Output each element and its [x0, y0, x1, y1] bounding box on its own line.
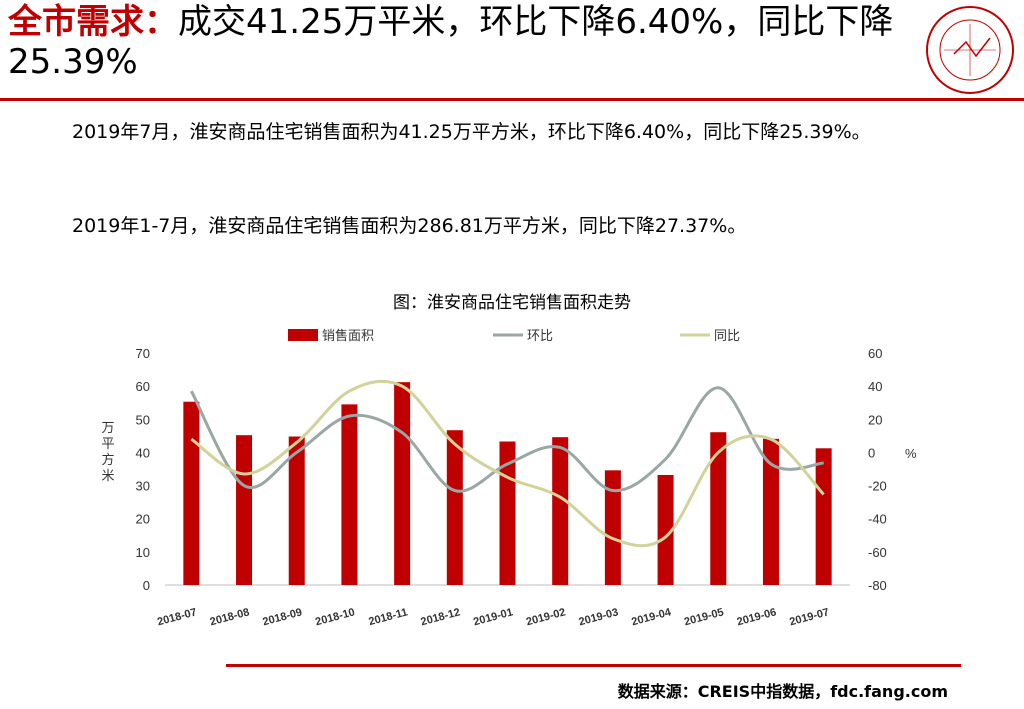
bar-sales-area: [762, 438, 779, 585]
right-y-axis-title: %: [905, 446, 917, 461]
line-mom: [190, 386, 824, 493]
bar-sales-area: [710, 432, 727, 585]
right-y-tick-label: -40: [868, 512, 887, 527]
x-tick-label: 2018-08: [209, 606, 251, 628]
bar-sales-area: [657, 474, 674, 585]
title-text: 成交41.25万平米，环比下降6.40%，同比下降25.39%: [8, 2, 894, 82]
x-tick-label: 2018-11: [367, 606, 409, 628]
bar-sales-area: [183, 401, 200, 585]
bar-sales-area: [499, 441, 516, 585]
data-source: 数据来源：CREIS中指数据，fdc.fang.com: [617, 682, 948, 701]
bar-sales-area: [815, 448, 832, 585]
title-highlight: 全市需求：: [8, 2, 178, 42]
right-y-tick-label: -80: [868, 578, 887, 593]
left-y-tick-label: 10: [136, 545, 150, 560]
legend-label: 销售面积: [322, 328, 374, 344]
left-y-tick-label: 50: [136, 412, 150, 427]
bar-sales-area: [394, 382, 411, 585]
right-y-tick-label: 40: [868, 379, 882, 394]
x-tick-label: 2019-01: [472, 606, 514, 628]
x-tick-label: 2019-02: [525, 606, 567, 628]
line-yoy: [190, 379, 825, 548]
chart-title: 图：淮安商品住宅销售面积走势: [393, 293, 631, 313]
right-y-tick-label: -60: [868, 545, 887, 560]
left-y-axis-title: 万平方米: [101, 420, 114, 483]
bar-sales-area: [446, 430, 463, 585]
x-tick-label: 2019-07: [788, 606, 830, 628]
bar-sales-area: [552, 437, 569, 585]
x-tick-label: 2019-06: [736, 606, 778, 628]
left-y-tick-label: 70: [136, 346, 150, 361]
x-tick-label: 2018-10: [314, 606, 356, 628]
legend-label: 环比: [527, 329, 553, 344]
right-y-tick-label: 0: [868, 445, 875, 460]
x-tick-label: 2019-04: [630, 606, 673, 628]
legend-label: 同比: [714, 329, 740, 344]
paragraph-monthly: 2019年7月，淮安商品住宅销售面积为41.25万平方米，环比下降6.40%，同…: [72, 121, 871, 143]
header-divider: [0, 98, 1024, 101]
bar-sales-area: [341, 404, 358, 585]
sales-area-chart: 0 10 20 30 40 50 60 70 -80 -60 -40 -20 0 20 40 60 万平方米% 2…: [101, 328, 917, 628]
left-y-tick-label: 60: [136, 379, 150, 394]
x-tick-label: 2018-07: [156, 606, 198, 628]
left-y-tick-label: 30: [136, 479, 150, 494]
left-y-tick-label: 20: [136, 512, 150, 527]
left-y-tick-label: 0: [143, 578, 150, 593]
footer-divider: [226, 664, 961, 667]
left-y-tick-label: 40: [136, 445, 150, 460]
legend-swatch-sales-area: [288, 329, 318, 341]
x-tick-label: 2018-09: [261, 606, 303, 628]
right-y-tick-label: 20: [868, 412, 882, 427]
right-y-tick-label: 60: [868, 346, 882, 361]
x-tick-label: 2019-03: [578, 606, 620, 628]
x-tick-label: 2019-05: [683, 606, 725, 628]
x-tick-label: 2018-12: [419, 606, 461, 628]
bar-sales-area: [236, 435, 253, 585]
page-title: 全市需求：成交41.25万平米，环比下降6.40%，同比下降25.39%: [8, 2, 908, 82]
bar-sales-area: [288, 436, 305, 585]
china-index-academy-logo: [926, 6, 1014, 94]
right-y-tick-label: -20: [868, 479, 887, 494]
bar-sales-area: [604, 470, 621, 585]
paragraph-ytd: 2019年1-7月，淮安商品住宅销售面积为286.81万平方米，同比下降27.3…: [72, 215, 747, 237]
